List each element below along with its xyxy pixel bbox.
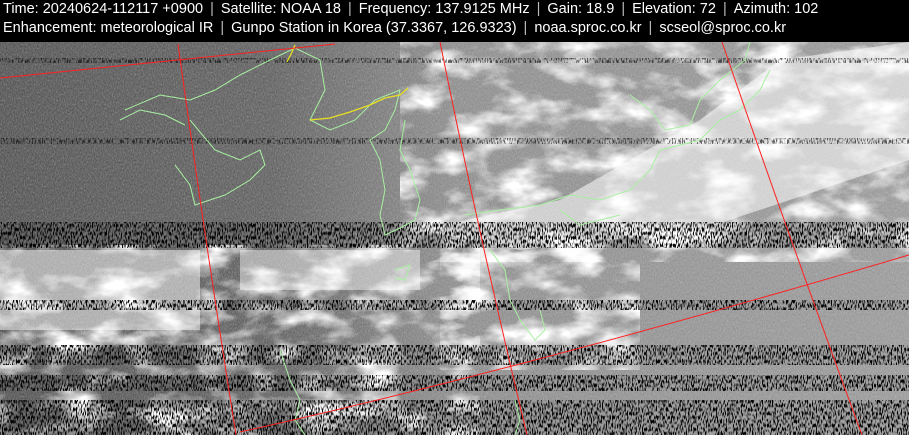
azimuth-text: Azimuth: 102	[733, 1, 819, 17]
info-header: Time: 20240624-112117 +0900 | Satellite: N…	[0, 0, 909, 42]
lat-lon-grid	[0, 42, 909, 435]
border-line-top	[286, 44, 296, 63]
email-text: scseol@sproc.co.kr	[659, 20, 787, 36]
header-line-1: Time: 20240624-112117 +0900 | Satellite: N…	[3, 1, 819, 17]
border-line	[309, 87, 409, 121]
frequency-text: Frequency: 137.9125 MHz	[358, 1, 530, 17]
satellite-image	[0, 42, 909, 435]
coastlines	[119, 42, 771, 435]
enhancement-text: Enhancement: meteorological IR	[3, 20, 214, 36]
noise-bands	[0, 58, 909, 435]
satellite-text: Satellite: NOAA 18	[220, 1, 341, 17]
header-line-2: Enhancement: meteorological IR | Gunpo Sta…	[3, 20, 787, 36]
website-text: noaa.sproc.co.kr	[534, 20, 642, 36]
station-text: Gunpo Station in Korea (37.3367, 126.932…	[231, 20, 517, 36]
time-text: Time: 20240624-112117 +0900	[3, 1, 204, 17]
elevation-text: Elevation: 72	[632, 1, 716, 17]
gain-text: Gain: 18.9	[547, 1, 615, 17]
